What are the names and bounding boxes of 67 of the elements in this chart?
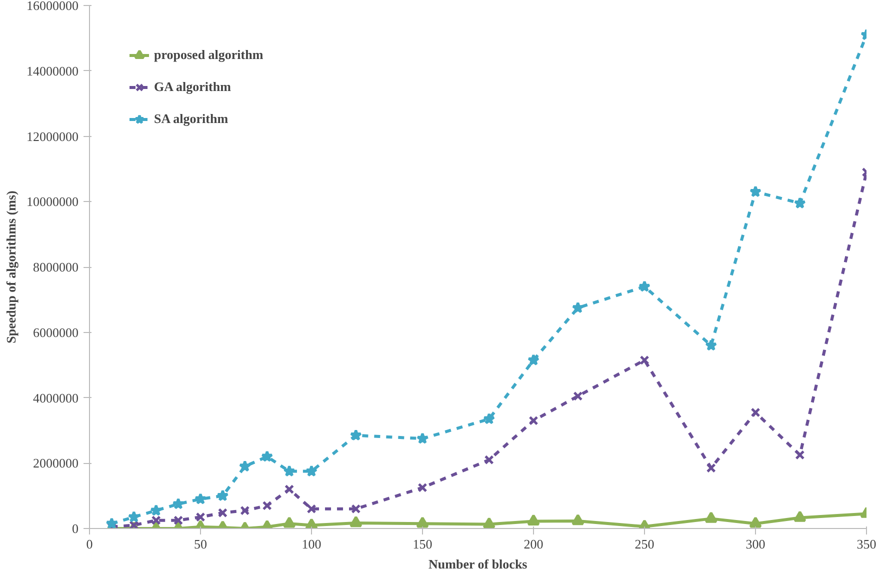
point — [216, 490, 229, 502]
point — [128, 510, 140, 522]
x-tick-label: 350 — [856, 536, 876, 552]
y-tick-label: 16000000 — [26, 0, 78, 13]
point — [196, 512, 206, 522]
point — [482, 517, 496, 528]
point — [528, 416, 538, 426]
point — [572, 302, 584, 314]
legend-label: proposed algorithm — [154, 47, 264, 63]
point — [418, 482, 428, 492]
x-tick-label: 150 — [412, 536, 432, 552]
y-tick-label: 0 — [72, 521, 78, 536]
point — [172, 498, 184, 510]
point — [194, 492, 207, 504]
y-axis-title: Speedup of algorithms (ms) — [4, 190, 18, 344]
point — [261, 450, 274, 462]
point — [174, 516, 184, 526]
x-tick-label: 50 — [194, 536, 207, 552]
point — [283, 465, 296, 477]
point — [572, 514, 584, 526]
y-tick-label: 12000000 — [26, 128, 78, 144]
point — [416, 432, 429, 444]
point — [749, 186, 762, 198]
y-tick-label: 4000000 — [33, 390, 78, 406]
y-tick-label: 6000000 — [33, 324, 78, 340]
point — [527, 514, 540, 526]
point — [704, 512, 718, 523]
x-tick-label: 0 — [86, 536, 93, 552]
point — [640, 355, 650, 365]
x-tick-label: 300 — [746, 536, 766, 552]
point — [240, 506, 250, 516]
point — [705, 339, 718, 351]
point — [306, 504, 316, 514]
point — [573, 391, 583, 401]
point — [416, 516, 429, 528]
point — [305, 465, 318, 477]
y-tick-label: 8000000 — [33, 260, 78, 274]
point — [350, 516, 362, 528]
point — [218, 508, 228, 518]
x-tick-label: 200 — [524, 536, 544, 552]
point — [350, 429, 362, 441]
point — [706, 463, 716, 473]
y-tick-label: 10000000 — [26, 194, 78, 210]
point — [351, 504, 361, 514]
point — [151, 516, 161, 526]
x-tick-label: 250 — [634, 536, 654, 552]
point — [484, 455, 494, 465]
x-tick-label: 100 — [302, 536, 322, 552]
point — [750, 408, 760, 418]
point — [794, 197, 806, 209]
point — [106, 517, 118, 528]
y-tick-label: 14000000 — [26, 63, 78, 78]
point — [283, 516, 296, 528]
point — [638, 280, 651, 292]
x-axis-title: Number of blocks — [428, 556, 528, 572]
point — [527, 354, 540, 366]
point — [262, 500, 272, 510]
legend-label: SA algorithm — [154, 111, 228, 127]
point — [238, 460, 251, 472]
point — [150, 504, 162, 516]
point — [483, 412, 496, 424]
point — [795, 450, 805, 460]
y-tick-label: 2000000 — [33, 456, 78, 471]
point — [284, 484, 294, 494]
point — [749, 516, 762, 528]
legend-label: GA algorithm — [154, 79, 231, 95]
point — [794, 510, 806, 522]
